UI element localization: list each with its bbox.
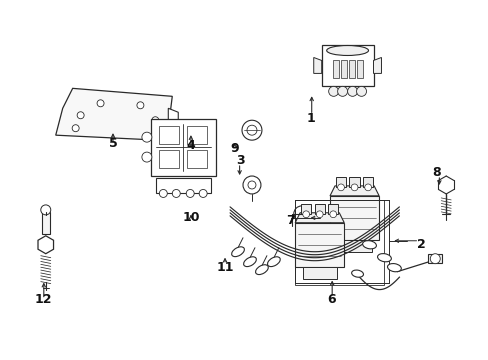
Text: 5: 5 (109, 137, 118, 150)
Circle shape (152, 117, 159, 124)
Bar (340, 60, 346, 78)
Bar (349, 177, 359, 187)
Bar (41, 212, 50, 234)
Text: 12: 12 (35, 293, 52, 306)
Bar (362, 177, 372, 187)
Bar (332, 60, 338, 78)
Circle shape (337, 86, 347, 96)
Ellipse shape (231, 247, 244, 257)
Polygon shape (56, 88, 172, 140)
Bar (335, 177, 346, 187)
Text: 3: 3 (235, 154, 244, 167)
Circle shape (199, 189, 207, 197)
Bar (155, 177, 210, 193)
Bar (187, 126, 207, 144)
Circle shape (242, 120, 262, 140)
Circle shape (172, 189, 180, 197)
Text: 4: 4 (186, 139, 195, 152)
Bar (187, 150, 207, 168)
Ellipse shape (362, 240, 376, 249)
Circle shape (243, 176, 261, 194)
Bar (321, 45, 373, 86)
Ellipse shape (255, 265, 268, 275)
Bar (302, 267, 336, 279)
Text: 2: 2 (416, 238, 425, 251)
Bar (348, 60, 354, 78)
Ellipse shape (386, 264, 401, 272)
Ellipse shape (267, 257, 280, 267)
Ellipse shape (351, 270, 363, 277)
Text: 7: 7 (286, 214, 295, 228)
Polygon shape (38, 236, 53, 254)
Bar (314, 204, 324, 214)
Circle shape (97, 100, 104, 107)
Circle shape (356, 86, 366, 96)
Bar (159, 126, 179, 144)
Circle shape (293, 206, 309, 222)
Circle shape (137, 102, 143, 109)
Text: 1: 1 (306, 112, 314, 125)
Text: 9: 9 (230, 141, 239, 155)
Circle shape (337, 184, 344, 191)
Circle shape (328, 86, 338, 96)
Circle shape (329, 211, 336, 218)
Bar (427, 254, 441, 263)
Circle shape (429, 254, 439, 264)
Circle shape (142, 152, 152, 162)
Text: 6: 6 (326, 293, 335, 306)
Circle shape (186, 189, 194, 197)
Circle shape (347, 86, 357, 96)
Polygon shape (373, 58, 381, 73)
Circle shape (41, 205, 51, 215)
Circle shape (77, 112, 84, 119)
Circle shape (316, 211, 323, 218)
Bar (327, 204, 338, 214)
Bar (159, 150, 179, 168)
Polygon shape (313, 58, 321, 73)
Circle shape (72, 125, 79, 132)
Bar (301, 204, 310, 214)
Polygon shape (329, 186, 378, 196)
Circle shape (247, 181, 255, 189)
Bar (329, 196, 378, 240)
Circle shape (302, 211, 309, 218)
Circle shape (246, 125, 256, 135)
Text: 10: 10 (182, 211, 200, 224)
Text: 11: 11 (216, 261, 233, 274)
Bar (151, 119, 215, 176)
Circle shape (350, 184, 357, 191)
Text: 8: 8 (431, 166, 440, 179)
Circle shape (159, 189, 167, 197)
Bar (295, 223, 344, 267)
Polygon shape (295, 213, 344, 223)
Ellipse shape (377, 253, 390, 262)
Circle shape (364, 184, 371, 191)
Bar (356, 60, 362, 78)
Circle shape (142, 132, 152, 142)
Bar (337, 240, 371, 252)
Ellipse shape (243, 257, 256, 267)
Ellipse shape (326, 45, 368, 55)
Polygon shape (168, 108, 178, 124)
